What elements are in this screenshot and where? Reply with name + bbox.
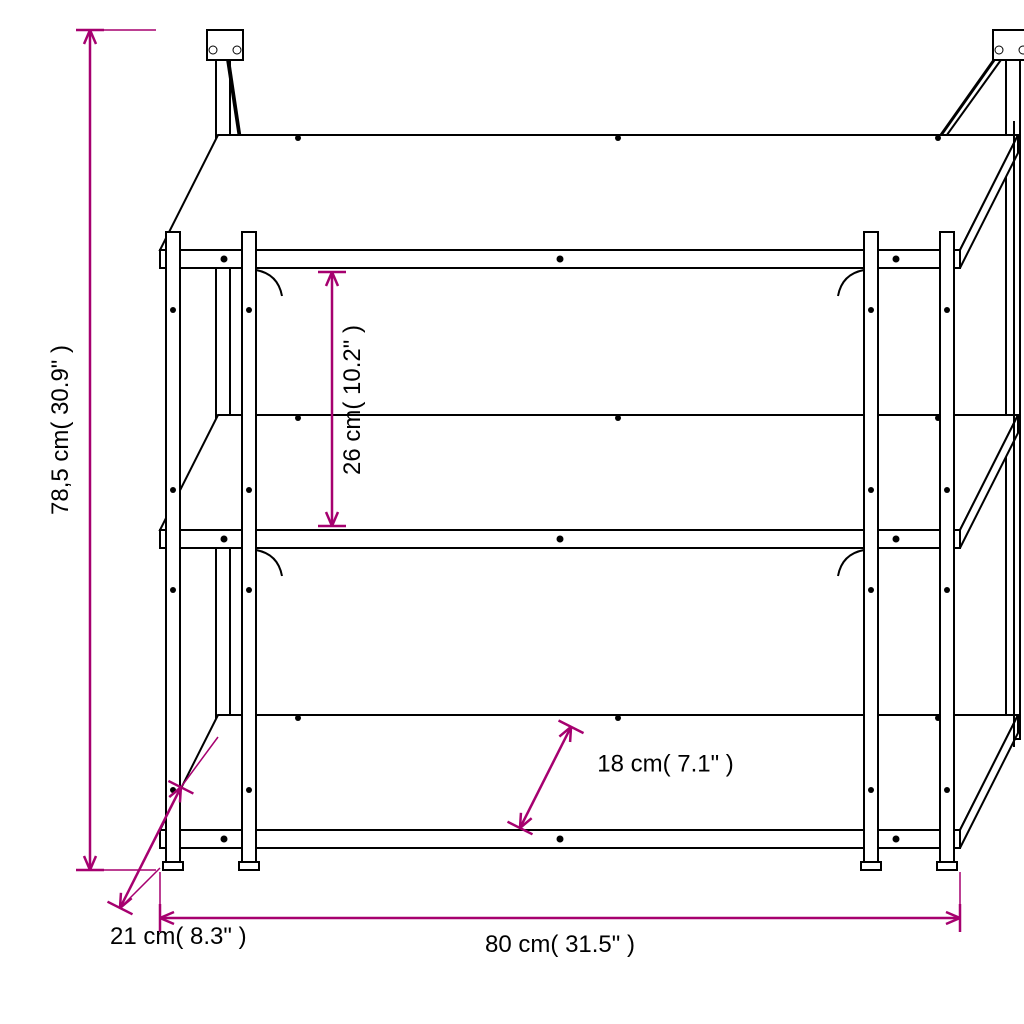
- bolt-dot: [868, 307, 874, 313]
- front-post: [864, 232, 878, 864]
- mount-plate: [993, 30, 1024, 60]
- dim-label: 80 cm( 31.5" ): [485, 931, 635, 958]
- screw-dot: [557, 536, 564, 543]
- dim-label: 18 cm( 7.1" ): [597, 750, 734, 777]
- screw-dot: [295, 135, 301, 141]
- bolt-dot: [868, 587, 874, 593]
- dim-label: 78,5 cm( 30.9" ): [47, 345, 74, 515]
- corner-bracket: [838, 550, 864, 576]
- screw-dot: [615, 135, 621, 141]
- screw-dot: [557, 256, 564, 263]
- screw-dot: [557, 836, 564, 843]
- bolt-dot: [868, 787, 874, 793]
- bolt-dot: [170, 587, 176, 593]
- foot: [239, 862, 259, 870]
- dim-label: 26 cm( 10.2" ): [339, 325, 366, 475]
- shelf-top-face: [160, 715, 1018, 830]
- bolt-dot: [246, 307, 252, 313]
- bolt-dot: [944, 787, 950, 793]
- screw-dot: [893, 256, 900, 263]
- screw-dot: [615, 415, 621, 421]
- corner-bracket: [256, 270, 282, 296]
- front-post: [242, 232, 256, 864]
- dim-label: 21 cm( 8.3" ): [110, 923, 247, 950]
- shelf-top-face: [160, 135, 1018, 250]
- foot: [937, 862, 957, 870]
- screw-dot: [893, 836, 900, 843]
- screw-dot: [893, 536, 900, 543]
- front-post: [166, 232, 180, 864]
- foot: [163, 862, 183, 870]
- bolt-dot: [170, 487, 176, 493]
- bolt-dot: [944, 487, 950, 493]
- screw-dot: [221, 256, 228, 263]
- screw-dot: [295, 415, 301, 421]
- dim-ext: [120, 868, 160, 908]
- foot: [861, 862, 881, 870]
- screw-dot: [935, 135, 941, 141]
- corner-bracket: [256, 550, 282, 576]
- shelf-top-face: [160, 415, 1018, 530]
- screw-dot: [615, 715, 621, 721]
- bolt-dot: [944, 587, 950, 593]
- mount-plate: [207, 30, 243, 60]
- front-post: [940, 232, 954, 864]
- bolt-dot: [170, 307, 176, 313]
- bolt-dot: [246, 587, 252, 593]
- bolt-dot: [246, 787, 252, 793]
- corner-bracket: [838, 270, 864, 296]
- bolt-dot: [944, 307, 950, 313]
- bolt-dot: [868, 487, 874, 493]
- screw-dot: [221, 536, 228, 543]
- screw-dot: [221, 836, 228, 843]
- bolt-dot: [246, 487, 252, 493]
- screw-dot: [295, 715, 301, 721]
